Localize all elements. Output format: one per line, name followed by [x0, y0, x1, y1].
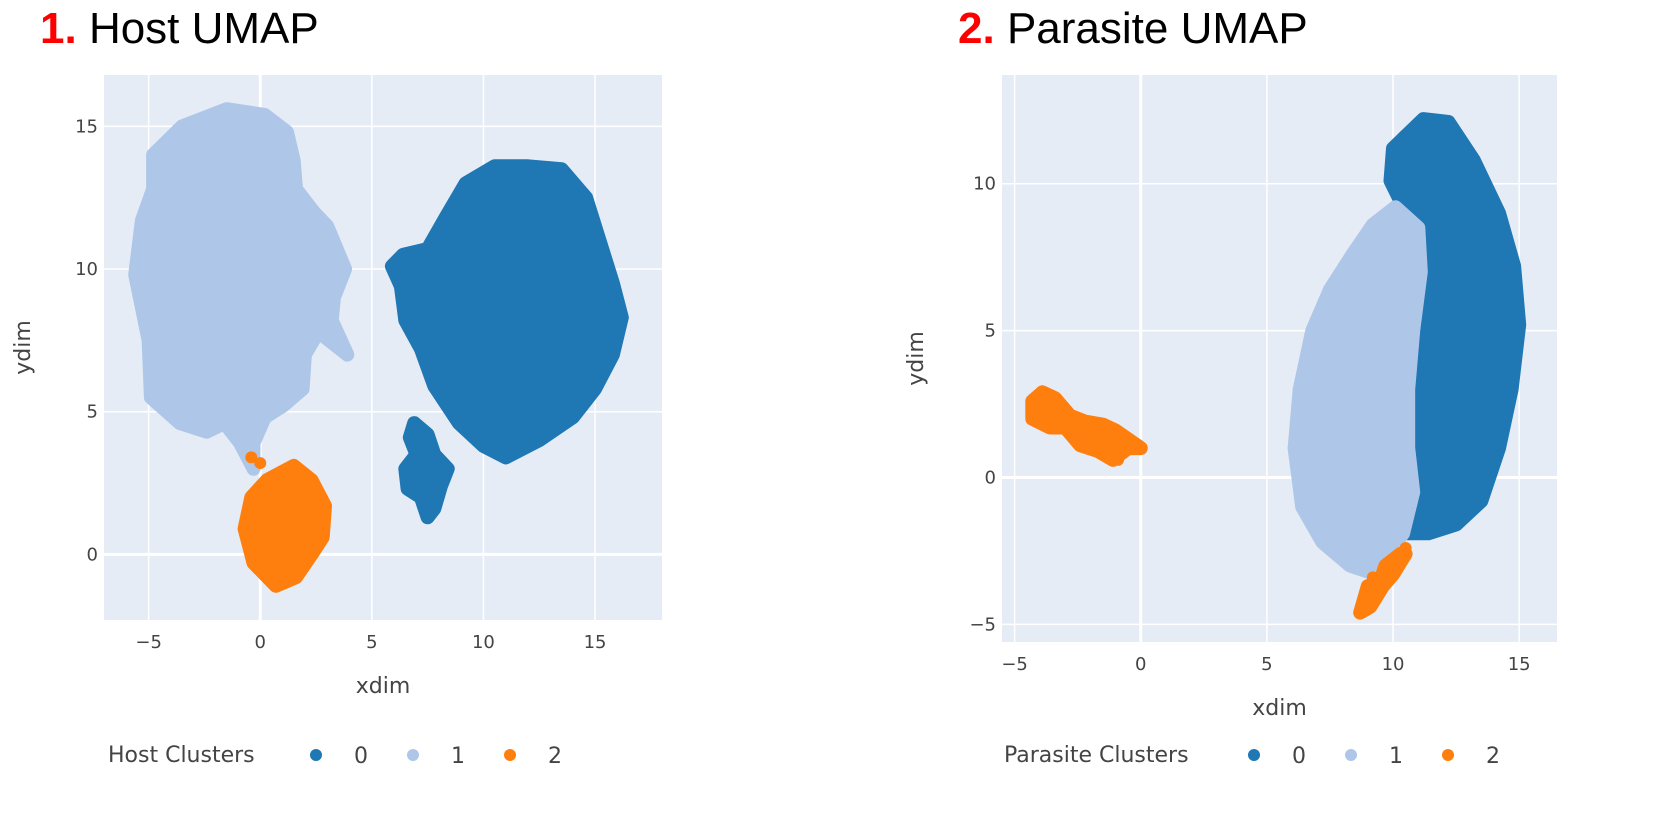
cluster-2-point — [1112, 453, 1125, 466]
cluster-0-points — [384, 159, 629, 525]
y-tick-label: −5 — [969, 614, 996, 635]
scatter-points — [1025, 112, 1527, 620]
legend-label-2[interactable]: 2 — [1486, 744, 1500, 769]
y-tick-label: 0 — [87, 544, 98, 565]
y-tick-label: 5 — [985, 321, 996, 342]
parasite-umap-title: 2. Parasite UMAP — [958, 4, 1308, 54]
parasite-umap-panel: 2. Parasite UMAP −5 0 5 10 15 −5 0 5 10 xdim ydim P… — [838, 0, 1677, 834]
legend-title: Parasite Clusters — [1004, 743, 1189, 768]
y-tick-label: 0 — [985, 467, 996, 488]
x-tick-label: −5 — [1001, 654, 1028, 675]
y-tick-label: 5 — [87, 402, 98, 423]
legend-title: Host Clusters — [108, 743, 255, 768]
parasite-umap-title-text: Parasite UMAP — [1006, 4, 1308, 53]
x-axis-title: xdim — [1252, 696, 1307, 721]
cluster-2-point — [1399, 541, 1412, 554]
x-tick-label: 0 — [255, 632, 266, 653]
host-umap-panel: 1. Host UMAP −5 0 5 10 15 0 5 10 15 xdim ydim Host … — [0, 0, 838, 834]
cluster-2-points — [237, 451, 332, 593]
y-tick-label: 15 — [75, 116, 98, 137]
x-tick-label: −5 — [135, 632, 162, 653]
host-umap-chart: −5 0 5 10 15 0 5 10 15 xdim ydim Host Clusters 0 1 2 — [11, 75, 662, 769]
legend-label-1[interactable]: 1 — [1389, 744, 1403, 769]
x-axis-title: xdim — [356, 674, 411, 699]
cluster-1-points — [128, 102, 355, 476]
parasite-umap-chart: −5 0 5 10 15 −5 0 5 10 xdim ydim Parasite Clusters 0… — [904, 75, 1557, 769]
scatter-points — [128, 102, 629, 593]
legend-label-1[interactable]: 1 — [451, 744, 465, 769]
parasite-umap-number: 2. — [958, 4, 995, 53]
cluster-2-region-1 — [1025, 385, 1148, 467]
cluster-0-region-2 — [398, 416, 455, 525]
host-umap-title: 1. Host UMAP — [40, 4, 319, 54]
cluster-2-point — [254, 457, 267, 470]
y-tick-label: 10 — [75, 259, 98, 280]
legend-label-2[interactable]: 2 — [548, 744, 562, 769]
legend-marker-2[interactable] — [1442, 749, 1454, 761]
x-tick-label: 5 — [1261, 654, 1272, 675]
x-tick-label: 15 — [1508, 654, 1531, 675]
cluster-1-region-1 — [128, 102, 355, 476]
cluster-2-region-2 — [1353, 546, 1413, 620]
legend-marker-2[interactable] — [504, 749, 516, 761]
cluster-1-points — [1287, 200, 1428, 579]
x-tick-label: 5 — [366, 632, 377, 653]
x-tick-label: 15 — [584, 632, 607, 653]
cluster-0-region-1 — [384, 159, 629, 465]
legend-label-0[interactable]: 0 — [1292, 744, 1306, 769]
cluster-2-point — [245, 451, 258, 464]
cluster-2-points — [1025, 385, 1413, 620]
legend-marker-0[interactable] — [1248, 749, 1260, 761]
legend-marker-1[interactable] — [407, 749, 419, 761]
host-umap-title-text: Host UMAP — [88, 4, 319, 53]
host-umap-number: 1. — [40, 4, 77, 53]
y-axis-title: ydim — [11, 320, 36, 375]
y-tick-label: 10 — [973, 174, 996, 195]
cluster-1-region-1 — [1287, 200, 1428, 579]
x-tick-label: 10 — [1382, 654, 1405, 675]
x-tick-label: 0 — [1135, 654, 1146, 675]
legend-marker-0[interactable] — [310, 749, 322, 761]
cluster-2-point — [1366, 571, 1379, 584]
x-tick-label: 10 — [472, 632, 495, 653]
cluster-2-region-1 — [237, 458, 332, 593]
legend-label-0[interactable]: 0 — [354, 744, 368, 769]
legend-marker-1[interactable] — [1345, 749, 1357, 761]
y-axis-title: ydim — [904, 331, 929, 386]
